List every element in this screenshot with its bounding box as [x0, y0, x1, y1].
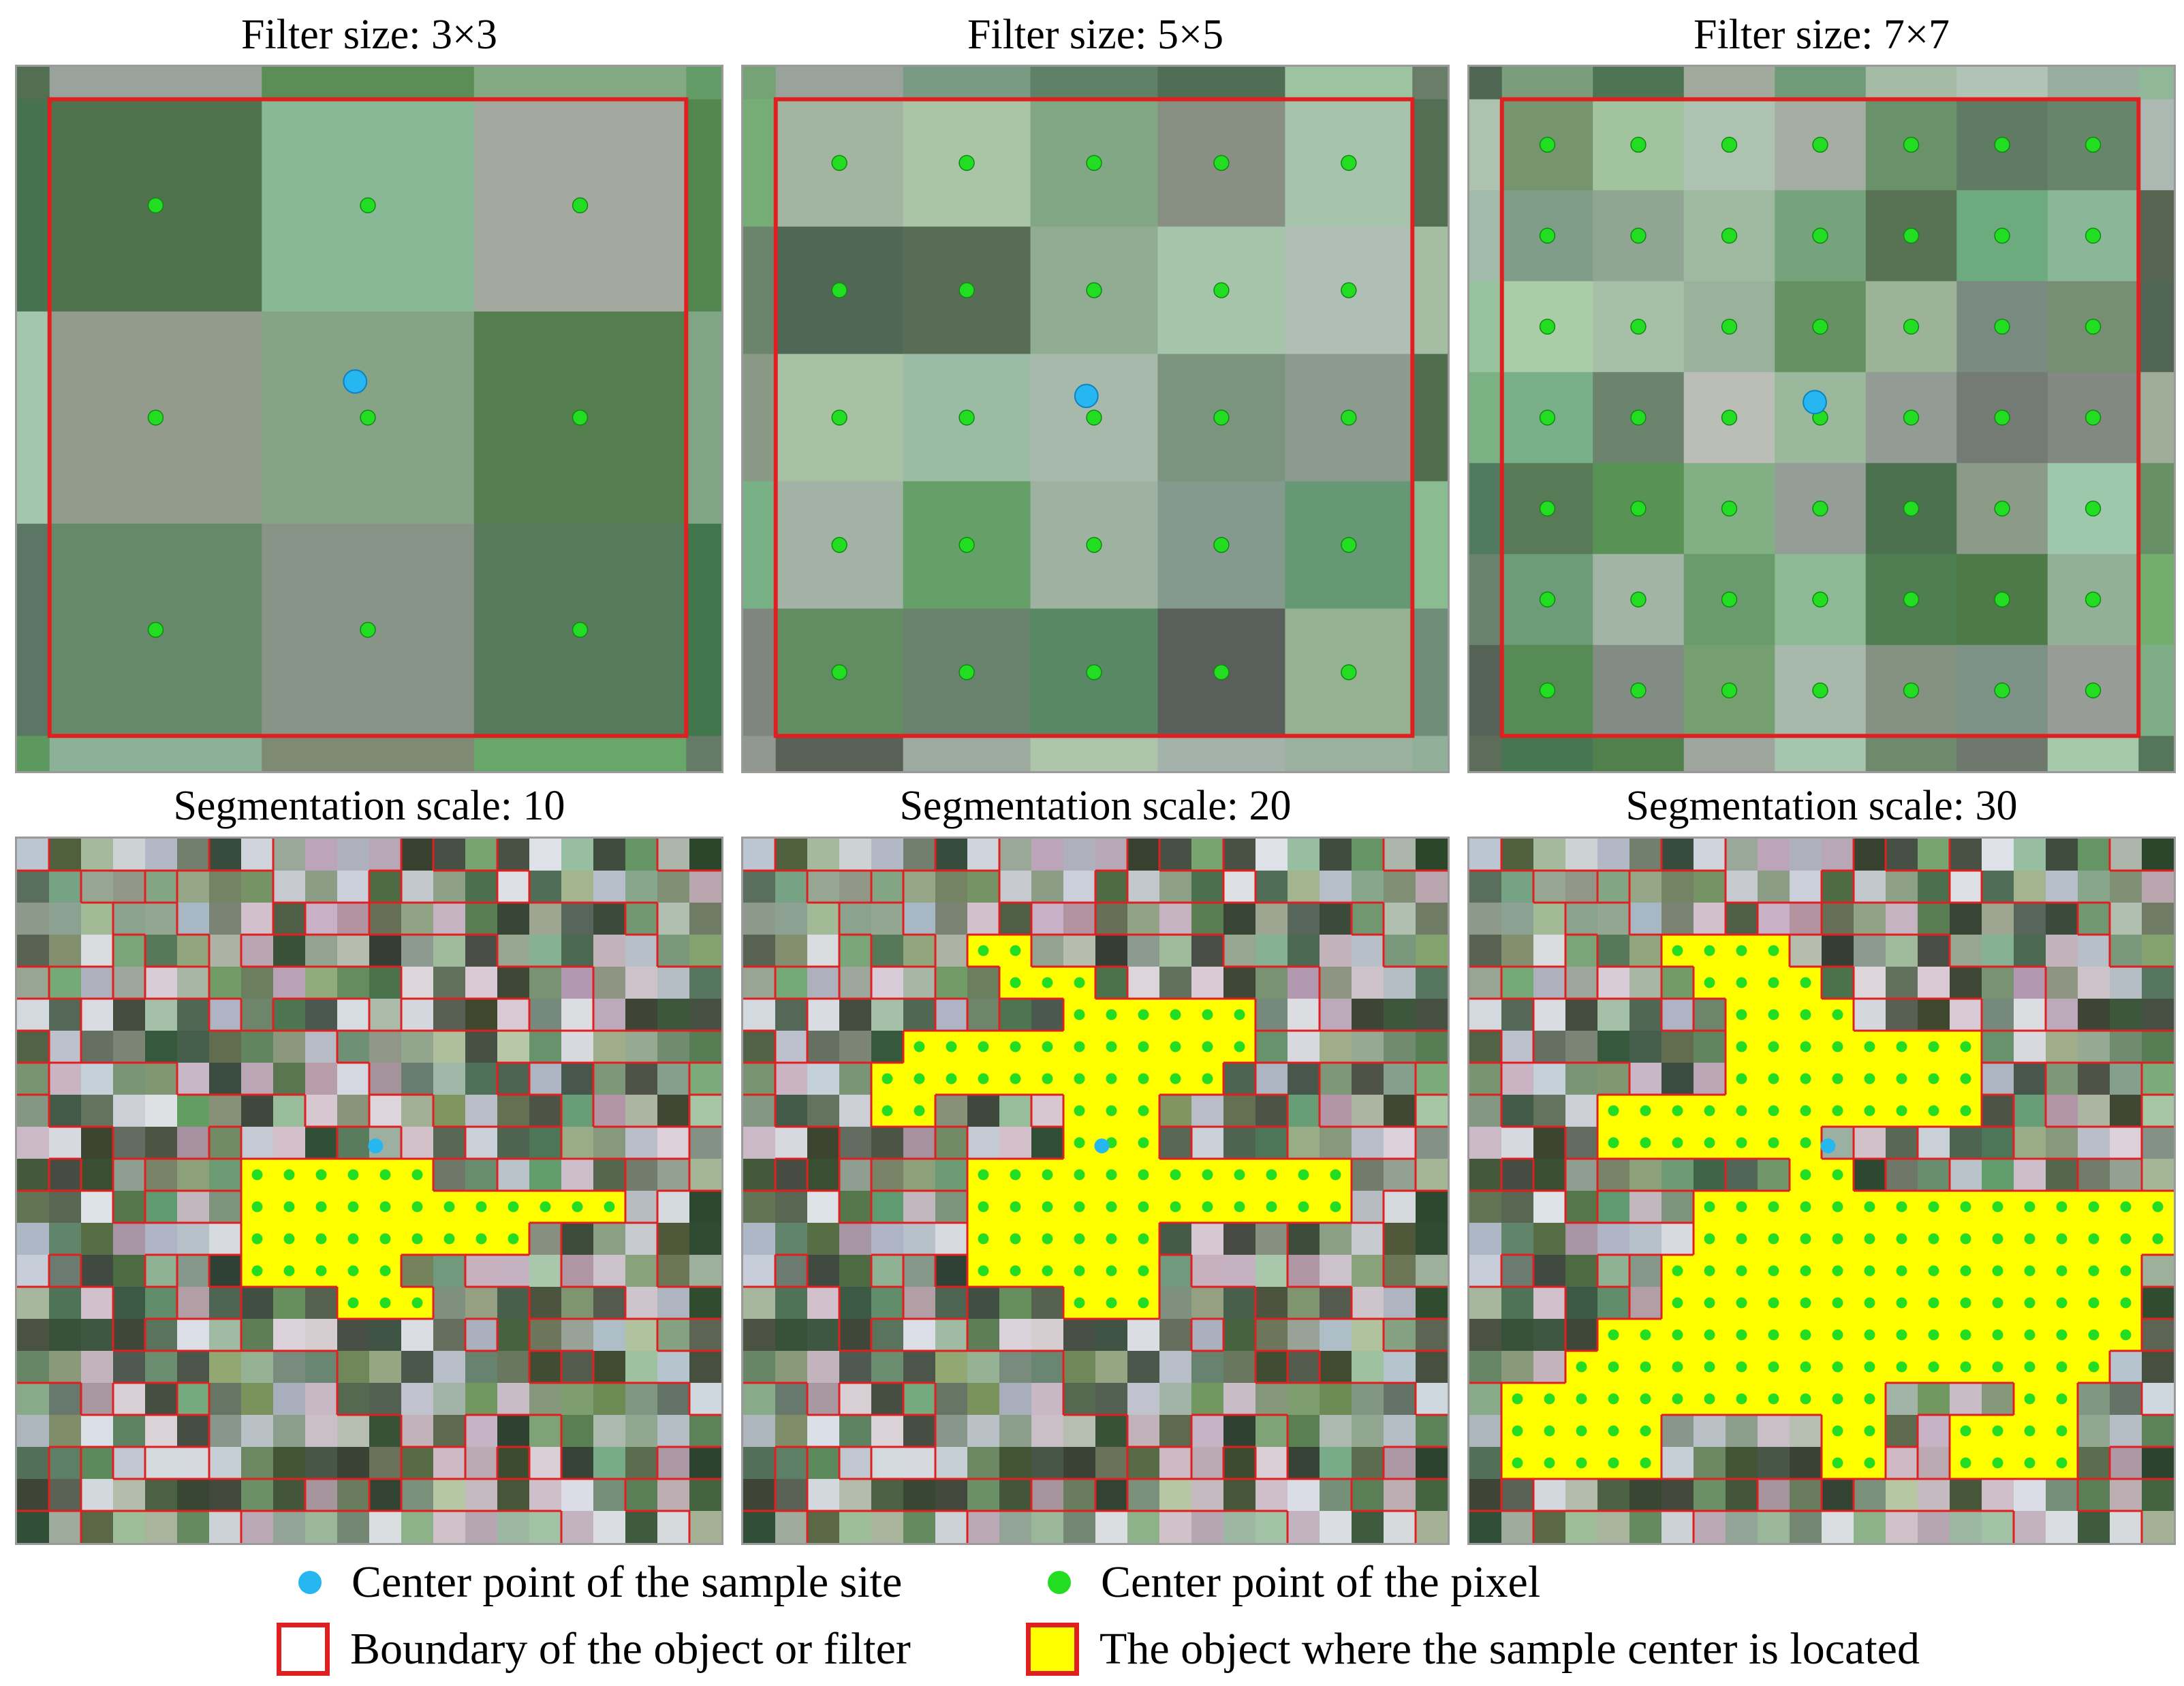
legend-boundary: Boundary of the object or filter [277, 1623, 911, 1676]
blue-dot-icon [298, 1571, 322, 1594]
seg-30-image [1469, 839, 2174, 1543]
seg-30-title: Segmentation scale: 30 [1625, 783, 2018, 829]
legend-pixel-center: Center point of the pixel [1048, 1560, 1540, 1605]
seg-30-panel [1467, 837, 2176, 1545]
seg-10-image [17, 839, 721, 1543]
filter-5-panel [741, 65, 1450, 773]
filter-7-panel [1467, 65, 2176, 773]
seg-20-title: Segmentation scale: 20 [899, 783, 1292, 829]
red-box-icon [277, 1623, 330, 1676]
seg-20-image [743, 839, 1448, 1543]
filter-3-image [17, 67, 721, 771]
legend-object-label: The object where the sample center is lo… [1099, 1624, 1920, 1674]
legend-sample-center: Center point of the sample site [298, 1560, 902, 1605]
legend-object: The object where the sample center is lo… [1026, 1623, 1920, 1676]
filter-5-image [743, 67, 1448, 771]
filter-7-title: Filter size: 7×7 [1694, 12, 1950, 58]
legend-sample-center-label: Center point of the sample site [352, 1557, 903, 1607]
seg-10-title: Segmentation scale: 10 [173, 783, 565, 829]
filter-3-panel [15, 65, 723, 773]
seg-10-panel [15, 837, 723, 1545]
filter-3-title: Filter size: 3×3 [241, 12, 497, 58]
legend-boundary-label: Boundary of the object or filter [350, 1624, 911, 1674]
filter-7-image [1469, 67, 2174, 771]
yellow-box-icon [1026, 1623, 1079, 1676]
seg-20-panel [741, 837, 1450, 1545]
legend-pixel-center-label: Center point of the pixel [1101, 1557, 1541, 1607]
filter-5-title: Filter size: 5×5 [967, 12, 1223, 58]
green-dot-icon [1048, 1571, 1071, 1594]
